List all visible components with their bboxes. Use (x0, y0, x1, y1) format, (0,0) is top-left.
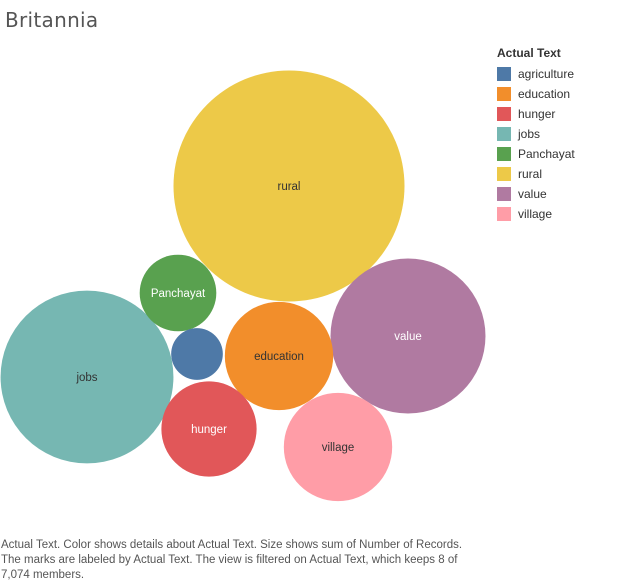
legend-item-jobs[interactable]: jobs (497, 124, 575, 144)
bubble-label-value: value (394, 331, 422, 343)
legend-swatch (497, 147, 511, 161)
bubble-label-hunger: hunger (191, 424, 227, 436)
bubble-agriculture[interactable] (171, 328, 223, 380)
legend-label: Panchayat (518, 147, 575, 161)
bubble-education[interactable] (224, 301, 334, 411)
bubble-label-village: village (322, 442, 355, 454)
bubble-label-jobs: jobs (75, 372, 97, 384)
legend-title: Actual Text (497, 46, 561, 60)
bubble-panchayat[interactable] (139, 254, 217, 332)
legend-label: village (518, 207, 553, 221)
legend-swatch (497, 87, 511, 101)
legend-item-rural[interactable]: rural (497, 164, 575, 184)
legend-label: jobs (518, 127, 541, 141)
legend-label: education (518, 87, 571, 101)
bubble-village[interactable] (283, 392, 393, 502)
legend-item-village[interactable]: village (497, 204, 575, 224)
legend-swatch (497, 207, 511, 221)
bubble-rural[interactable] (173, 70, 405, 302)
bubble-value[interactable] (330, 258, 486, 414)
legend-label: rural (518, 167, 543, 181)
bubble-label-rural: rural (277, 181, 300, 193)
legend-label: hunger (518, 107, 556, 121)
bubble-hunger[interactable] (161, 381, 257, 477)
legend-item-agriculture[interactable]: agriculture (497, 64, 575, 84)
legend-label: value (518, 187, 547, 201)
bubble-label-panchayat: Panchayat (151, 288, 206, 300)
legend-item-value[interactable]: value (497, 184, 575, 204)
bubble-label-education: education (254, 351, 304, 363)
legend-item-education[interactable]: education (497, 84, 575, 104)
legend-swatch (497, 167, 511, 181)
legend-label: agriculture (518, 67, 575, 81)
legend-swatch (497, 187, 511, 201)
legend-swatch (497, 67, 511, 81)
chart-caption: Actual Text. Color shows details about A… (1, 539, 463, 581)
legend-item-panchayat[interactable]: Panchayat (497, 144, 575, 164)
legend-swatch (497, 107, 511, 121)
legend: Actual Text agriculture education hunger jo… (497, 46, 575, 224)
legend-swatch (497, 127, 511, 141)
chart-title: Britannia (5, 8, 99, 32)
legend-item-hunger[interactable]: hunger (497, 104, 575, 124)
bubble-jobs[interactable] (0, 290, 174, 464)
